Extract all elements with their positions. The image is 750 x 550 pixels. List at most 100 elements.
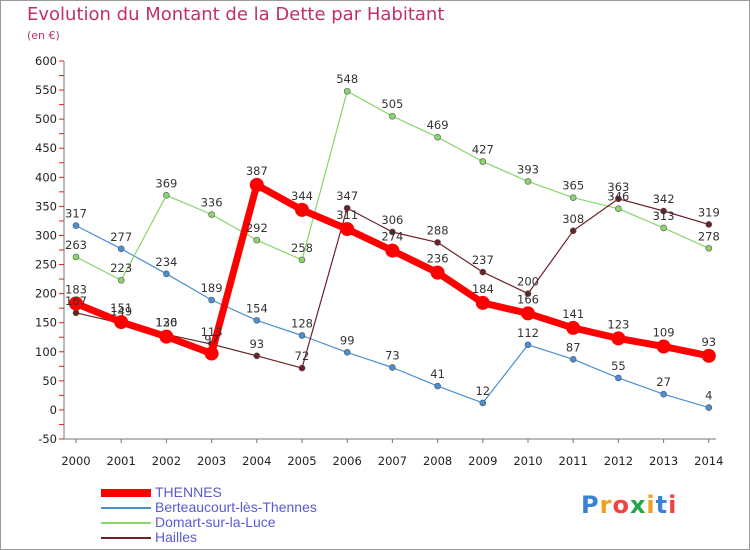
data-label-berteaucourt-les-thennes: 154 (246, 301, 268, 315)
data-point-thennes (521, 306, 535, 321)
data-label-domart-sur-la-luce: 365 (562, 179, 584, 193)
data-point-thennes (249, 177, 264, 192)
data-point-domart-sur-la-luce (389, 112, 396, 120)
data-label-berteaucourt-les-thennes: 55 (611, 359, 626, 373)
data-label-domart-sur-la-luce: 336 (201, 196, 223, 210)
data-label-thennes: 387 (246, 164, 268, 178)
data-point-thennes (340, 222, 355, 237)
y-tick-label: 600 (35, 54, 57, 68)
data-point-domart-sur-la-luce (163, 192, 170, 199)
data-point-hailles (660, 207, 667, 215)
logo-letter: x (629, 491, 647, 519)
y-tick-label: 350 (35, 199, 57, 213)
y-tick-label: 500 (35, 112, 57, 126)
data-point-hailles (569, 227, 577, 235)
logo-letter: o (612, 491, 630, 519)
data-label-berteaucourt-les-thennes: 112 (517, 326, 539, 340)
data-label-domart-sur-la-luce: 313 (653, 209, 675, 223)
data-label-domart-sur-la-luce: 278 (698, 229, 720, 243)
data-label-hailles: 342 (653, 192, 675, 206)
data-point-berteaucourt-les-thennes (208, 296, 215, 304)
x-tick-label: 2013 (649, 454, 678, 468)
data-point-hailles (434, 239, 441, 246)
x-tick-label: 2003 (197, 454, 226, 468)
data-point-domart-sur-la-luce (343, 87, 351, 95)
chart-subtitle: (en €) (27, 29, 60, 42)
data-point-berteaucourt-les-thennes (434, 382, 441, 390)
legend-label: THENNES (155, 484, 222, 500)
logo-letter: r (599, 491, 613, 519)
data-point-thennes (204, 346, 219, 361)
y-tick-label: 100 (35, 345, 57, 359)
data-label-berteaucourt-les-thennes: 41 (430, 367, 445, 381)
y-tick-label: 0 (50, 403, 57, 417)
data-label-hailles: 306 (381, 213, 403, 227)
data-label-berteaucourt-les-thennes: 317 (65, 207, 87, 221)
data-point-domart-sur-la-luce (615, 205, 622, 213)
data-label-thennes: 274 (381, 230, 403, 244)
x-tick-label: 2014 (694, 454, 723, 468)
data-label-thennes: 141 (562, 307, 584, 321)
y-tick-label: 550 (35, 83, 57, 97)
data-point-domart-sur-la-luce (117, 276, 125, 284)
x-tick-label: 2005 (287, 454, 316, 468)
legend-swatch (101, 537, 151, 539)
legend-label: Berteaucourt-lès-Thennes (155, 499, 317, 515)
data-label-hailles: 72 (295, 349, 310, 363)
data-label-domart-sur-la-luce: 505 (381, 97, 403, 111)
data-point-hailles (253, 352, 261, 360)
data-point-hailles (343, 204, 351, 212)
data-label-hailles: 308 (562, 212, 584, 226)
data-label-hailles: 200 (517, 275, 539, 289)
data-point-thennes (656, 339, 671, 354)
x-tick-label: 2001 (107, 454, 136, 468)
data-label-thennes: 97 (204, 333, 219, 347)
legend-swatch (101, 507, 151, 509)
data-point-hailles (72, 309, 80, 317)
data-label-domart-sur-la-luce: 548 (336, 72, 358, 86)
data-point-berteaucourt-les-thennes (298, 332, 306, 339)
data-point-hailles (298, 364, 306, 372)
data-label-hailles: 130 (155, 315, 177, 329)
data-point-hailles (389, 228, 396, 236)
data-label-berteaucourt-les-thennes: 128 (291, 316, 313, 330)
data-label-berteaucourt-les-thennes: 87 (566, 340, 581, 354)
data-label-domart-sur-la-luce: 369 (155, 176, 177, 190)
data-label-berteaucourt-les-thennes: 189 (201, 281, 223, 295)
x-tick-label: 2010 (513, 454, 542, 468)
data-point-thennes (611, 331, 626, 346)
data-point-thennes (701, 348, 716, 363)
data-point-berteaucourt-les-thennes (389, 364, 396, 371)
data-label-berteaucourt-les-thennes: 12 (475, 384, 490, 398)
data-label-thennes: 236 (427, 252, 449, 266)
data-point-berteaucourt-les-thennes (660, 390, 667, 398)
x-tick-label: 2011 (559, 454, 588, 468)
data-point-berteaucourt-les-thennes (479, 399, 487, 407)
data-label-hailles: 113 (201, 325, 223, 339)
data-label-hailles: 319 (698, 205, 720, 219)
data-point-domart-sur-la-luce (660, 224, 667, 232)
data-point-hailles (524, 290, 532, 297)
logo-letter: i (668, 491, 678, 519)
data-label-thennes: 344 (291, 189, 313, 203)
logo-letter: i (646, 491, 656, 519)
data-label-thennes: 123 (607, 317, 629, 331)
data-point-hailles (615, 195, 622, 203)
data-point-thennes (114, 315, 129, 330)
data-label-domart-sur-la-luce: 469 (427, 118, 449, 132)
legend-label: Hailles (155, 529, 198, 545)
y-tick-label: 250 (35, 258, 57, 272)
data-label-hailles: 237 (472, 253, 494, 267)
y-tick-label: 300 (35, 228, 57, 242)
data-label-thennes: 93 (701, 335, 716, 349)
data-point-thennes (295, 202, 309, 217)
data-label-berteaucourt-les-thennes: 73 (385, 348, 400, 362)
x-tick-label: 2004 (242, 454, 271, 468)
data-labels-layer: 3172772341891541289973411211287552742632… (65, 72, 720, 402)
data-label-hailles: 93 (249, 337, 264, 351)
data-label-domart-sur-la-luce: 292 (246, 221, 268, 235)
data-label-berteaucourt-les-thennes: 99 (340, 333, 355, 347)
axes: -50 0 50 100 150 200 250 300 350 400 450 500 550 600 2… (35, 54, 723, 468)
data-label-thennes: 311 (336, 208, 358, 222)
data-point-thennes (475, 295, 490, 310)
